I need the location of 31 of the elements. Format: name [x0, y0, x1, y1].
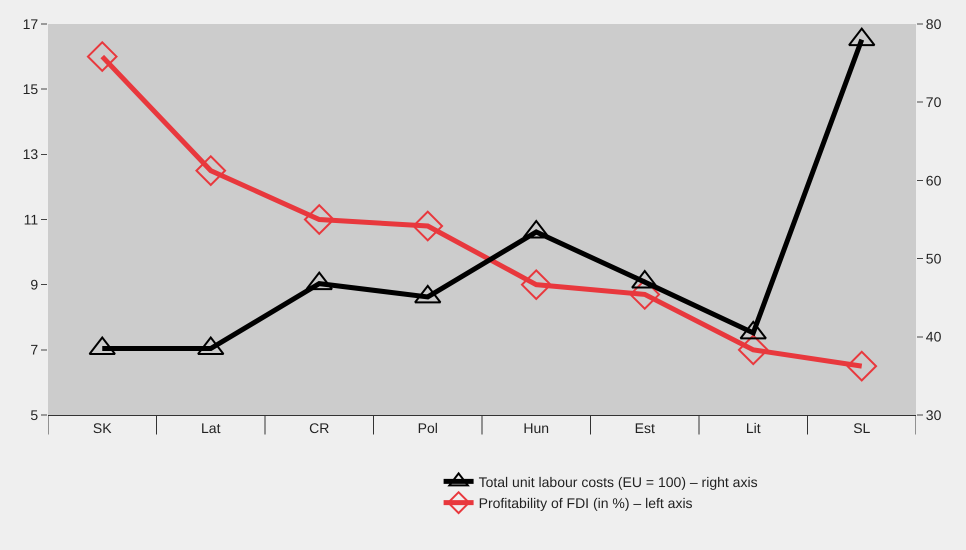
legend-label: Profitability of FDI (in %) – left axis	[478, 495, 693, 512]
y2-tick-label: 50	[926, 250, 942, 266]
x-tick-label: Hun	[523, 420, 550, 436]
y-tick-label: 17	[22, 16, 38, 32]
x-tick-label: Est	[634, 420, 655, 436]
y2-tick-label: 80	[926, 16, 942, 32]
point	[195, 155, 226, 186]
point	[629, 279, 660, 310]
point	[846, 350, 878, 382]
y2-tick-label: 60	[926, 172, 942, 188]
legend-label: Total unit labour costs (EU = 100) – right axis	[478, 474, 758, 490]
x-tick-label: Pol	[418, 420, 438, 436]
y2-tick-label: 30	[926, 406, 942, 423]
y2-tick-label: 70	[926, 94, 942, 110]
point	[86, 41, 118, 72]
y-tick-label: 5	[30, 406, 38, 423]
point	[738, 334, 769, 366]
point	[520, 269, 552, 300]
x-tick-label: SL	[853, 420, 871, 436]
x-tick-label: CR	[309, 420, 330, 436]
x-tick-label: Lat	[201, 420, 221, 436]
point	[412, 210, 444, 242]
y-tick-label: 15	[22, 81, 38, 98]
point	[304, 204, 335, 235]
y2-tick-label: 40	[926, 328, 942, 345]
y-tick-label: 9	[30, 276, 38, 293]
y-tick-label: 13	[22, 146, 38, 162]
x-tick-label: Lit	[746, 420, 761, 436]
x-tick-label: SK	[92, 420, 112, 436]
y-tick-label: 7	[30, 342, 38, 358]
y-tick-label: 11	[24, 211, 38, 228]
